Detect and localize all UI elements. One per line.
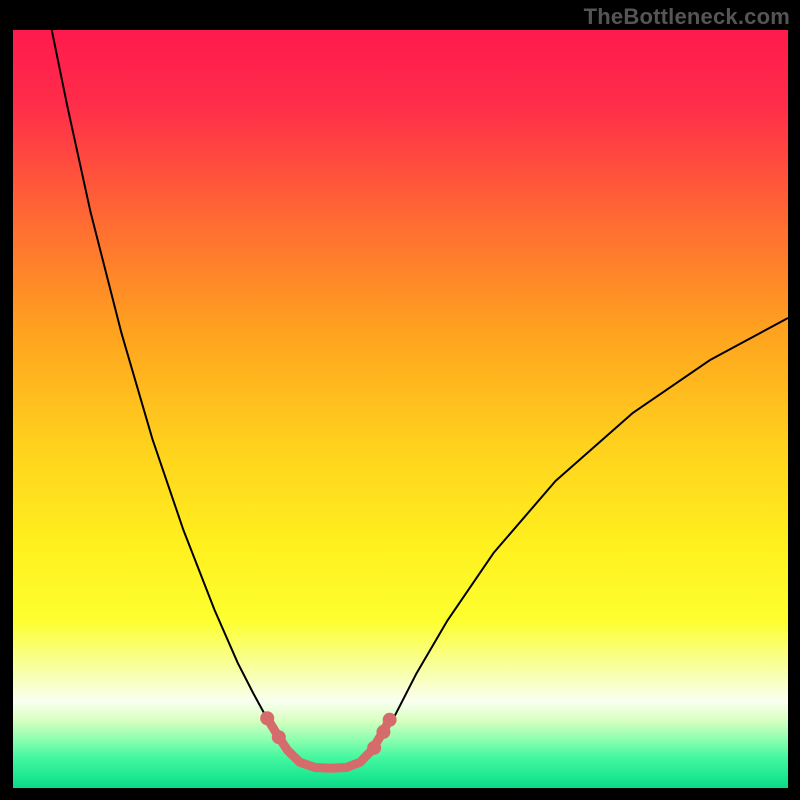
valley-dot [376,725,390,739]
chart-root: TheBottleneck.com [0,0,800,800]
plot-area [13,30,788,788]
valley-dot [272,730,286,744]
valley-dot [367,741,381,755]
gradient-background [13,30,788,788]
watermark-text: TheBottleneck.com [584,4,790,30]
plot-svg [13,30,788,788]
plot-frame [13,30,788,788]
valley-dot [383,713,397,727]
valley-dot [260,711,274,725]
